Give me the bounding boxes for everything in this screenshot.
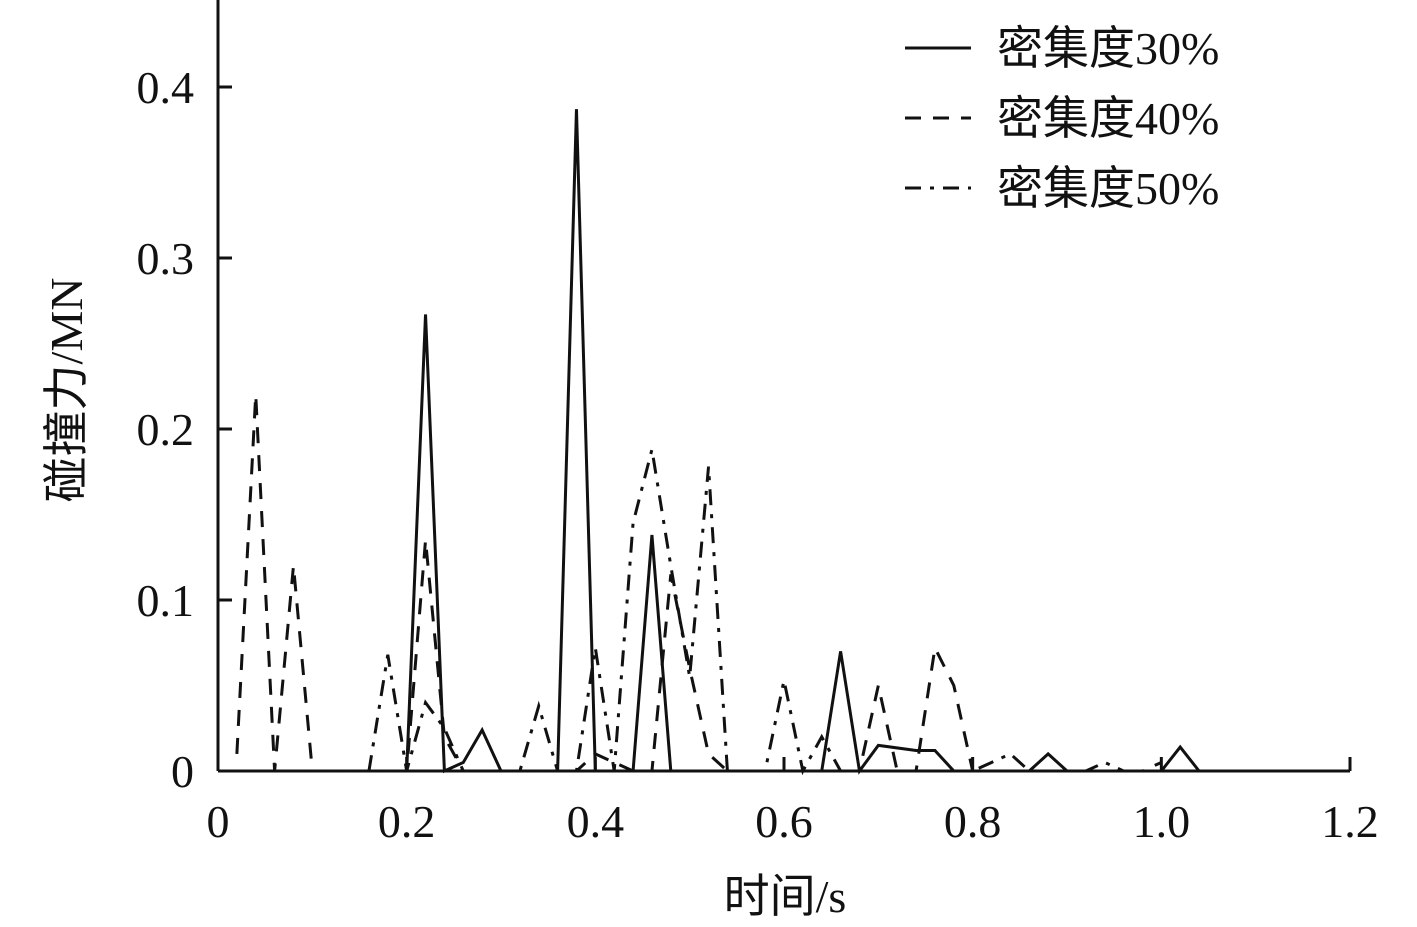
y-tick-label: 0.1 <box>137 575 195 626</box>
legend-label: 密集度30% <box>997 23 1219 74</box>
y-tick-label: 0.3 <box>137 233 195 284</box>
x-tick-label: 0 <box>207 796 230 847</box>
x-axis-title: 时间/s <box>724 871 847 922</box>
y-tick-label: 0.2 <box>137 404 195 455</box>
x-tick-label: 1.2 <box>1321 796 1379 847</box>
x-tick-label: 1.0 <box>1133 796 1191 847</box>
series-line <box>367 449 1125 776</box>
legend-label: 密集度50% <box>997 163 1219 214</box>
legend-label: 密集度40% <box>997 93 1219 144</box>
y-tick-label: 0 <box>171 746 194 797</box>
y-axis-title: 碰撞力/MN <box>41 278 92 503</box>
y-tick-label: 0.4 <box>137 62 195 113</box>
x-tick-label: 0.8 <box>944 796 1002 847</box>
x-tick-label: 0.6 <box>755 796 813 847</box>
x-tick-label: 0.2 <box>378 796 436 847</box>
x-tick-label: 0.4 <box>567 796 625 847</box>
